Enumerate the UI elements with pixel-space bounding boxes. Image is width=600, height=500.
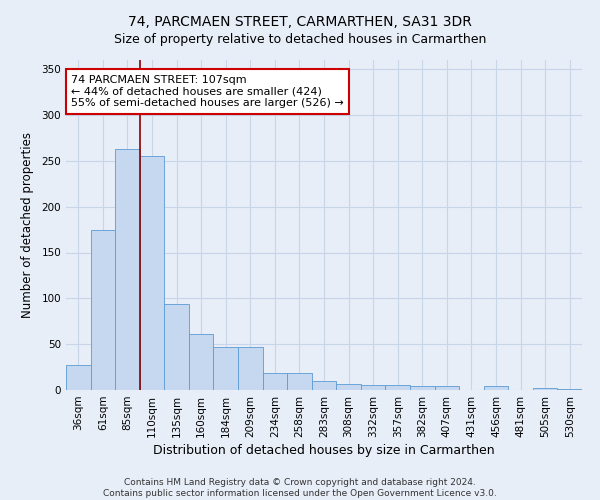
Bar xyxy=(238,347,263,390)
Bar xyxy=(91,230,115,390)
Bar xyxy=(115,149,140,390)
Text: 74, PARCMAEN STREET, CARMARTHEN, SA31 3DR: 74, PARCMAEN STREET, CARMARTHEN, SA31 3D… xyxy=(128,15,472,29)
Bar xyxy=(263,372,287,390)
Text: Size of property relative to detached houses in Carmarthen: Size of property relative to detached ho… xyxy=(114,32,486,46)
Bar xyxy=(312,381,336,390)
Bar xyxy=(214,347,238,390)
X-axis label: Distribution of detached houses by size in Carmarthen: Distribution of detached houses by size … xyxy=(153,444,495,457)
Text: 74 PARCMAEN STREET: 107sqm
← 44% of detached houses are smaller (424)
55% of sem: 74 PARCMAEN STREET: 107sqm ← 44% of deta… xyxy=(71,75,344,108)
Bar xyxy=(385,386,410,390)
Bar xyxy=(336,384,361,390)
Bar xyxy=(557,389,582,390)
Bar xyxy=(533,388,557,390)
Bar xyxy=(164,304,189,390)
Bar xyxy=(484,386,508,390)
Bar xyxy=(434,386,459,390)
Bar xyxy=(410,386,434,390)
Bar xyxy=(140,156,164,390)
Y-axis label: Number of detached properties: Number of detached properties xyxy=(22,132,34,318)
Bar xyxy=(361,386,385,390)
Bar xyxy=(66,365,91,390)
Bar xyxy=(287,372,312,390)
Text: Contains HM Land Registry data © Crown copyright and database right 2024.
Contai: Contains HM Land Registry data © Crown c… xyxy=(103,478,497,498)
Bar xyxy=(189,334,214,390)
